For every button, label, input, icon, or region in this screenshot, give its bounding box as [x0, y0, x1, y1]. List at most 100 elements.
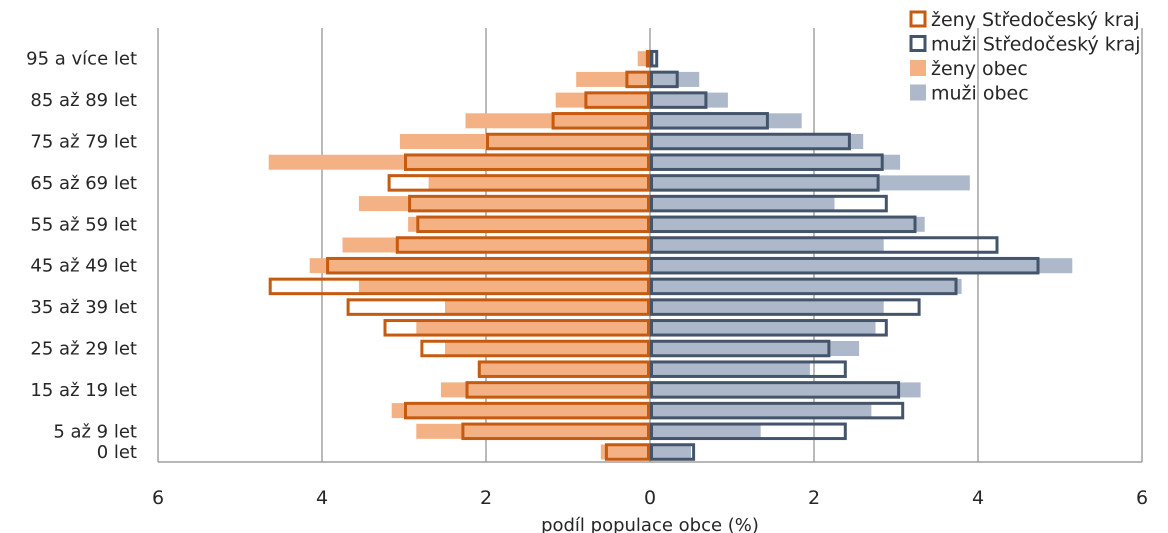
bar-mu-i-st-edo-esk-kraj — [650, 174, 880, 192]
bar-mu-i-st-edo-esk-kraj — [650, 381, 901, 399]
bar-mu-i-st-edo-esk-kraj — [650, 70, 679, 89]
bar-mu-i-obec — [650, 444, 691, 460]
bar-mu-i-st-edo-esk-kraj — [650, 49, 659, 68]
bar-eny-st-edo-esk-kraj — [584, 91, 651, 109]
legend-label: muži Středočeský kraj — [931, 34, 1141, 56]
bar-eny-st-edo-esk-kraj — [404, 153, 650, 171]
bar-mu-i-st-edo-esk-kraj — [650, 256, 1040, 275]
bar-eny-obec — [576, 71, 650, 87]
bar-mu-i-obec — [650, 113, 802, 129]
bar-mu-i-st-edo-esk-kraj — [650, 112, 769, 130]
category-label: 55 až 59 let — [30, 214, 137, 235]
bar-mu-i-obec — [650, 175, 970, 191]
bar-eny-st-edo-esk-kraj — [404, 401, 650, 420]
legend-label: ženy Středočeský kraj — [931, 9, 1140, 31]
bar-mu-i-obec — [650, 320, 876, 336]
category-label: 65 až 69 let — [30, 173, 137, 194]
legend-label: muži obec — [931, 83, 1029, 105]
bar-eny-obec — [268, 154, 650, 170]
bar-mu-i-st-edo-esk-kraj — [650, 215, 917, 234]
bar-eny-obec — [408, 216, 650, 232]
bar-mu-i-st-edo-esk-kraj — [650, 91, 708, 109]
bar-mu-i-obec — [650, 299, 884, 315]
bar-mu-i-obec — [650, 216, 925, 232]
category-label: 45 až 49 let — [30, 256, 137, 277]
bar-mu-i-st-edo-esk-kraj — [650, 153, 884, 171]
bar-eny-st-edo-esk-kraj — [604, 443, 651, 461]
bar-mu-i-obec — [650, 341, 860, 356]
bar-mu-i-obec — [650, 361, 810, 377]
bar-eny-obec — [416, 320, 650, 336]
bar-eny-st-edo-esk-kraj — [645, 49, 651, 68]
bar-mu-i-st-edo-esk-kraj — [650, 298, 921, 316]
x-tick-label: 4 — [316, 487, 328, 509]
x-axis: 6 4 2 0 2 4 6 — [152, 461, 1148, 509]
bar-mu-i-obec — [650, 134, 864, 149]
x-tick-label: 2 — [480, 487, 492, 509]
bar-eny-st-edo-esk-kraj — [420, 339, 650, 358]
bar-mu-i-st-edo-esk-kraj — [650, 236, 999, 254]
legend-swatch — [909, 35, 927, 52]
category-label: 95 a více let — [26, 49, 137, 70]
bar-eny-st-edo-esk-kraj — [383, 319, 650, 337]
bar-mu-i-st-edo-esk-kraj — [650, 132, 851, 151]
bar-mu-i-obec — [650, 92, 728, 108]
bar-mu-i-st-edo-esk-kraj — [650, 319, 888, 337]
bar-eny-st-edo-esk-kraj — [477, 360, 650, 378]
bar-eny-obec — [477, 361, 650, 377]
bar-mu-i-obec — [650, 71, 700, 87]
x-tick-label: 2 — [808, 487, 820, 509]
municipality-bars — [268, 51, 1073, 460]
bar-eny-st-edo-esk-kraj — [461, 422, 650, 441]
bar-mu-i-obec — [650, 423, 761, 439]
bar-mu-i-obec — [650, 237, 884, 253]
bar-mu-i-obec — [650, 382, 921, 398]
category-label: 0 let — [97, 442, 137, 463]
bar-eny-st-edo-esk-kraj — [486, 132, 650, 151]
bar-eny-st-edo-esk-kraj — [416, 215, 650, 234]
bar-eny-obec — [391, 403, 650, 419]
bar-eny-st-edo-esk-kraj — [326, 256, 650, 275]
category-label: 15 až 19 let — [30, 380, 137, 401]
bar-mu-i-obec — [650, 278, 962, 294]
bar-eny-obec — [428, 175, 650, 191]
category-label: 5 až 9 let — [53, 421, 137, 442]
bar-mu-i-st-edo-esk-kraj — [650, 339, 831, 358]
legend-label: ženy obec — [931, 58, 1028, 80]
bar-eny-obec — [342, 237, 650, 253]
legend-swatch — [910, 84, 926, 101]
x-tick-label: 6 — [152, 487, 164, 509]
bar-eny-st-edo-esk-kraj — [346, 298, 650, 316]
bar-eny-obec — [555, 92, 650, 108]
category-label: 85 až 89 let — [30, 90, 137, 111]
bar-mu-i-obec — [650, 154, 901, 170]
bar-eny-obec — [465, 113, 650, 129]
x-tick-label: 4 — [972, 487, 984, 509]
bar-eny-obec — [445, 341, 650, 356]
bar-eny-obec — [358, 278, 650, 294]
bar-eny-st-edo-esk-kraj — [551, 112, 650, 130]
bar-eny-obec — [440, 382, 650, 398]
bar-eny-obec — [399, 134, 650, 149]
x-tick-label: 6 — [1136, 487, 1148, 509]
bar-eny-st-edo-esk-kraj — [268, 277, 650, 296]
bar-mu-i-st-edo-esk-kraj — [650, 277, 958, 296]
bar-eny-obec — [358, 196, 650, 212]
bar-mu-i-st-edo-esk-kraj — [650, 194, 888, 213]
bar-eny-st-edo-esk-kraj — [625, 70, 651, 89]
category-label: 75 až 79 let — [30, 132, 137, 153]
x-axis-title: podíl populace obce (%) — [541, 515, 759, 533]
bar-eny-obec — [445, 299, 650, 315]
bar-eny-st-edo-esk-kraj — [387, 174, 650, 192]
x-tick-label: 0 — [644, 487, 656, 509]
bar-eny-obec — [600, 444, 650, 460]
bar-mu-i-st-edo-esk-kraj — [650, 360, 847, 378]
bar-eny-st-edo-esk-kraj — [395, 236, 650, 254]
bar-eny-obec — [416, 423, 650, 439]
category-label: 25 až 29 let — [30, 339, 137, 360]
bar-eny-obec — [309, 258, 650, 274]
bar-eny-st-edo-esk-kraj — [465, 381, 650, 399]
category-label: 35 až 39 let — [30, 297, 137, 318]
